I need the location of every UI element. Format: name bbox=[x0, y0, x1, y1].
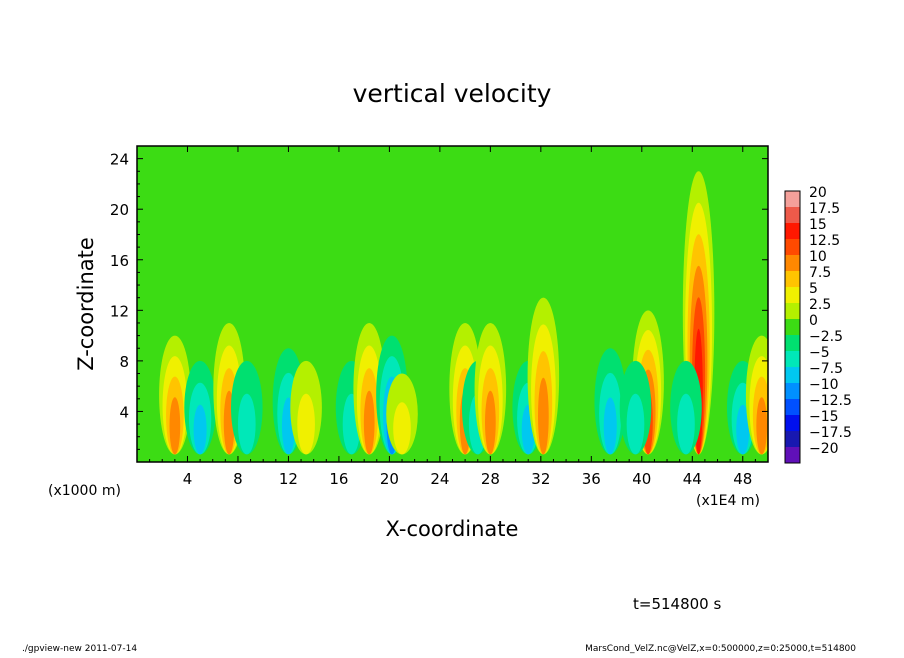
heatmap-cell bbox=[193, 404, 207, 455]
colorbar-label: −7.5 bbox=[809, 361, 843, 377]
heatmap-plume bbox=[184, 360, 216, 455]
heatmap-plume bbox=[386, 373, 418, 455]
colorbar-cell bbox=[785, 351, 800, 367]
x-tick-label: 44 bbox=[683, 470, 702, 488]
heatmap-cell bbox=[484, 390, 496, 455]
x-tick-label: 16 bbox=[329, 470, 348, 488]
x-tick-label: 12 bbox=[279, 470, 298, 488]
x-tick-label: 28 bbox=[481, 470, 500, 488]
colorbar-label: −15 bbox=[809, 409, 839, 425]
heatmap-plume bbox=[745, 335, 768, 455]
colorbar-label: −5 bbox=[809, 345, 830, 361]
x-tick-label: 48 bbox=[733, 470, 752, 488]
heatmap-cell bbox=[603, 397, 617, 455]
heatmap-plume bbox=[474, 322, 507, 455]
heatmap-cell bbox=[297, 393, 315, 455]
colorbar-cell bbox=[785, 303, 800, 319]
x-axis: 4 8 12 16 20 24 28 32 36 40 44 48 bbox=[149, 146, 756, 488]
heatmap-cell bbox=[677, 393, 695, 455]
heatmap-cell bbox=[169, 397, 181, 455]
colorbar-cell bbox=[785, 207, 800, 223]
y-tick-label: 4 bbox=[119, 403, 129, 421]
y-tick-label: 12 bbox=[110, 302, 129, 320]
colorbar-cell bbox=[785, 191, 800, 207]
colorbar-label: 7.5 bbox=[809, 265, 831, 281]
heatmap-field bbox=[137, 146, 768, 462]
x-tick-label: 24 bbox=[430, 470, 449, 488]
colorbar-cell bbox=[785, 287, 800, 303]
colorbar-label: 2.5 bbox=[809, 297, 831, 313]
footer-left: ./gpview-new 2011-07-14 bbox=[22, 644, 137, 654]
colorbar-cell bbox=[785, 431, 800, 447]
chart-title: vertical velocity bbox=[353, 79, 552, 108]
y-tick-label: 16 bbox=[110, 252, 129, 270]
heatmap-plume bbox=[353, 322, 385, 455]
colorbar-cell bbox=[785, 367, 800, 383]
colorbar-cell bbox=[785, 239, 800, 255]
x-tick-label: 32 bbox=[531, 470, 550, 488]
heatmap-cell bbox=[756, 397, 768, 455]
colorbar-cell bbox=[785, 415, 800, 431]
time-label: t=514800 s bbox=[633, 595, 721, 613]
colorbar-cell bbox=[785, 335, 800, 351]
heatmap-cell bbox=[237, 393, 256, 455]
colorbar-cell bbox=[785, 223, 800, 239]
colorbar-label: 10 bbox=[809, 249, 827, 265]
colorbar-label: 15 bbox=[809, 217, 827, 233]
heatmap-plume bbox=[527, 297, 560, 455]
footer-right: MarsCond_VelZ.nc@VelZ,x=0:500000,z=0:250… bbox=[585, 644, 856, 654]
heatmap-cell bbox=[363, 390, 375, 455]
x-tick-label: 40 bbox=[632, 470, 651, 488]
colorbar-label: 5 bbox=[809, 281, 818, 297]
x-tick-label: 8 bbox=[233, 470, 243, 488]
x-tick-label: 4 bbox=[183, 470, 193, 488]
colorbar: 2017.51512.5107.552.50−2.5−5−7.5−10−12.5… bbox=[784, 185, 852, 464]
y-axis: 4 8 12 16 20 24 bbox=[110, 151, 768, 450]
colorbar-label: −20 bbox=[809, 441, 839, 457]
colorbar-cell bbox=[785, 447, 800, 463]
colorbar-cell bbox=[785, 319, 800, 335]
heatmap-cell bbox=[538, 377, 549, 455]
colorbar-label: −2.5 bbox=[809, 329, 843, 345]
x-axis-label: X-coordinate bbox=[386, 517, 519, 541]
colorbar-label: 17.5 bbox=[809, 201, 840, 217]
colorbar-cell bbox=[785, 399, 800, 415]
colorbar-label: 12.5 bbox=[809, 233, 840, 249]
y-tick-label: 8 bbox=[119, 353, 129, 371]
heatmap-plume bbox=[159, 335, 191, 455]
x-multiplier-label: (x1E4 m) bbox=[696, 493, 760, 509]
colorbar-label: 20 bbox=[809, 185, 827, 201]
heatmap-cell bbox=[393, 402, 411, 455]
colorbar-label: −10 bbox=[809, 377, 839, 393]
y-tick-label: 20 bbox=[110, 201, 129, 219]
x-unit-label: (x1000 m) bbox=[48, 483, 121, 499]
y-tick-label: 24 bbox=[110, 151, 129, 169]
x-tick-label: 36 bbox=[582, 470, 601, 488]
colorbar-frame bbox=[784, 190, 801, 464]
y-axis-label: Z-coordinate bbox=[74, 237, 98, 371]
x-tick-label: 20 bbox=[380, 470, 399, 488]
colorbar-label: 0 bbox=[809, 313, 818, 329]
colorbar-cell bbox=[785, 271, 800, 287]
heatmap-plume bbox=[290, 360, 322, 455]
heatmap-plume bbox=[619, 360, 652, 455]
heatmap-cell bbox=[626, 393, 645, 455]
heatmap-plume bbox=[231, 360, 263, 455]
heatmap-cell bbox=[736, 404, 750, 455]
colorbar-label: −12.5 bbox=[809, 393, 852, 409]
colorbar-cell bbox=[785, 255, 800, 271]
colorbar-label: −17.5 bbox=[809, 425, 852, 441]
colorbar-cell bbox=[785, 383, 800, 399]
heatmap-plume bbox=[594, 348, 627, 455]
heatmap-plume bbox=[670, 360, 702, 455]
